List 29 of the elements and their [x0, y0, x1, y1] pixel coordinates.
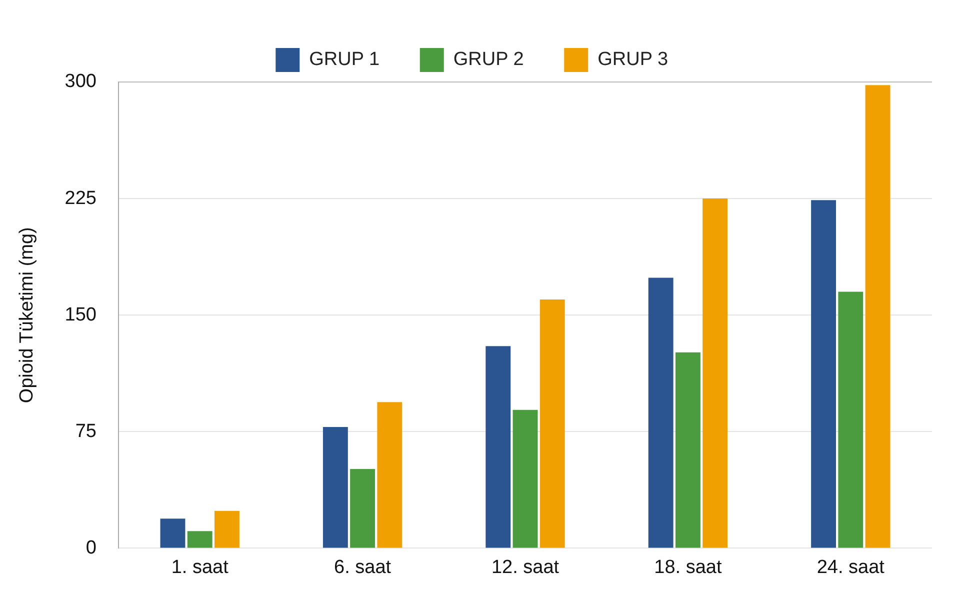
bar — [187, 531, 212, 548]
bar — [838, 292, 864, 548]
y-tick-label: 75 — [75, 420, 96, 442]
bar — [702, 198, 728, 548]
y-axis-title: Opioid Tüketimi (mg) — [16, 227, 38, 404]
x-tick-label: 24. saat — [816, 556, 886, 578]
y-tick-label: 150 — [64, 304, 96, 326]
bar — [214, 510, 240, 548]
bar — [322, 426, 348, 548]
x-tick-label: 18. saat — [654, 556, 722, 578]
bar — [540, 300, 565, 548]
bar — [675, 352, 700, 548]
x-tick-label: 1. saat — [171, 556, 230, 578]
y-tick-label: 0 — [86, 537, 96, 558]
bar — [377, 402, 402, 548]
bar — [811, 200, 836, 548]
legend-label: GRUP 3 — [598, 49, 668, 70]
y-tick-label: 300 — [64, 71, 96, 92]
bar — [350, 468, 376, 548]
bar — [865, 85, 890, 548]
legend-label: GRUP 2 — [453, 49, 524, 70]
legend-label: GRUP 1 — [309, 49, 380, 70]
bar — [512, 410, 538, 548]
x-tick-label: 6. saat — [334, 556, 392, 578]
x-tick-label: 12. saat — [491, 556, 560, 578]
bar — [648, 278, 674, 548]
bar — [486, 346, 511, 548]
y-tick-label: 225 — [64, 188, 96, 209]
bar — [160, 518, 186, 548]
